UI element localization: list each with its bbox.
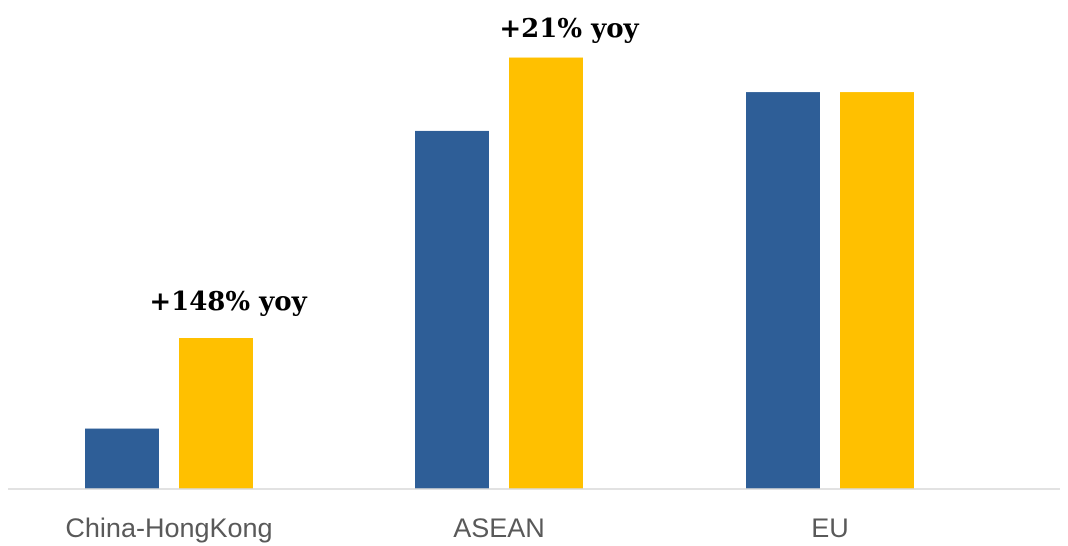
bar-china-hongkong-series-2 [179, 338, 253, 489]
bars-group [85, 57, 914, 489]
bar-china-hongkong-series-1 [85, 428, 159, 489]
bar-eu-series-1 [746, 92, 820, 489]
annotation-china-hongkong-yoy: +148% yoy [149, 287, 307, 317]
category-label-china-hongkong: China-HongKong [65, 513, 272, 543]
bar-asean-series-2 [509, 57, 583, 489]
annotation-asean-yoy: +21% yoy [499, 14, 639, 44]
category-labels-group: China-HongKong ASEAN EU [65, 513, 848, 543]
category-label-eu: EU [811, 513, 849, 543]
bar-asean-series-1 [415, 130, 489, 489]
category-label-asean: ASEAN [453, 513, 545, 543]
annotations-group: +148% yoy +21% yoy [149, 14, 639, 317]
bar-eu-series-2 [840, 92, 914, 489]
